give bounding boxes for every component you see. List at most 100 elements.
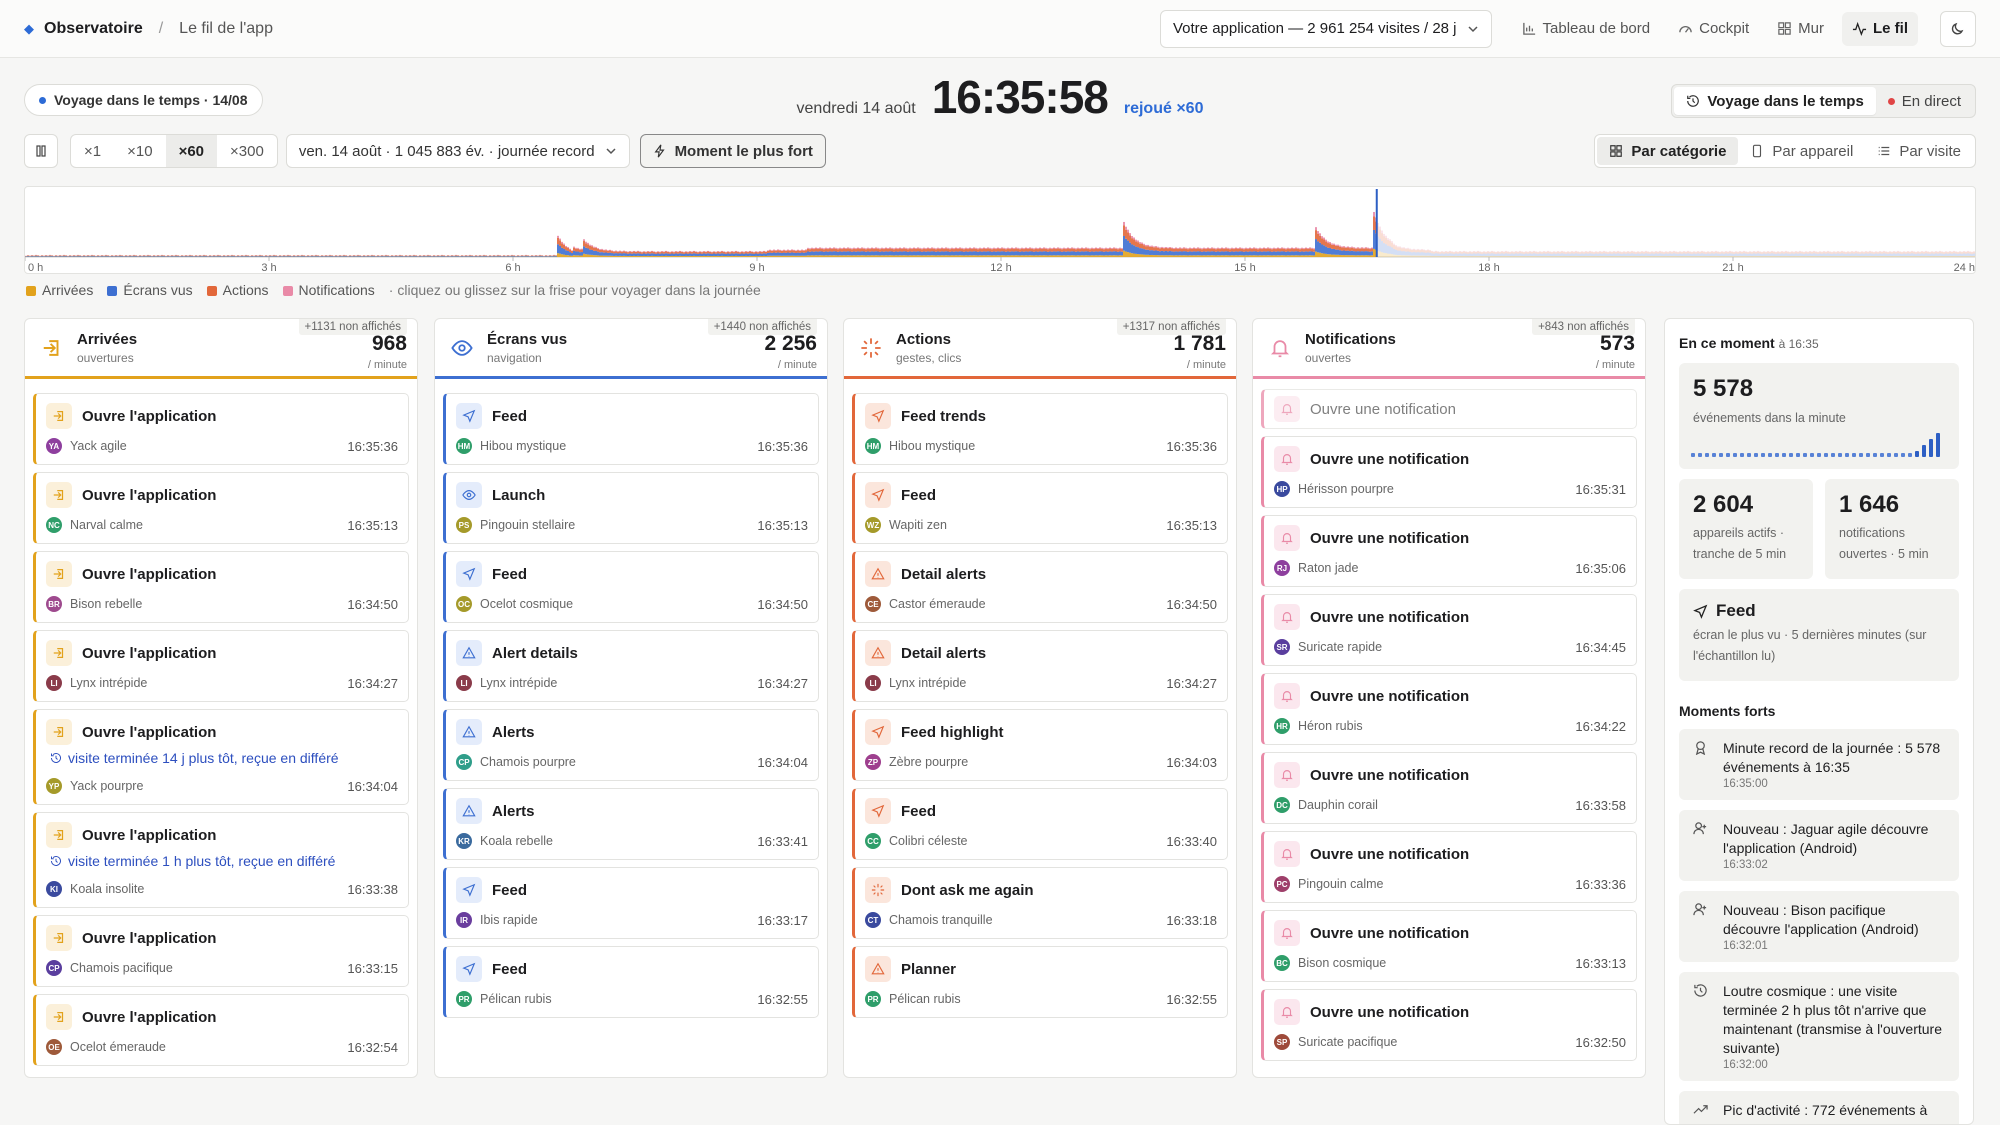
timeline-bar [889,247,891,249]
event-card[interactable]: Alerts CP Chamois pourpre 16:34:04 [443,709,819,781]
timeline-bar [1763,255,1765,257]
event-card[interactable]: Feed OC Ocelot cosmique 16:34:50 [443,551,819,623]
timeline-bar [255,255,257,257]
timeline-bar [339,255,341,256]
event-card[interactable]: Ouvre l'application OE Ocelot émeraude 16… [33,994,409,1066]
theme-toggle-button[interactable] [1940,10,1976,47]
timeline-bar [285,256,287,257]
timeline-bar [931,251,933,256]
nav-dashboard[interactable]: Tableau de bord [1512,12,1661,46]
timeline-bar [1621,252,1623,254]
event-card[interactable]: Ouvre l'application visite terminée 14 j … [33,709,409,805]
timeline-bar [1499,251,1501,253]
highlight-item[interactable]: Nouveau : Bison pacifique découvre l'app… [1679,891,1959,962]
timeline-bar [1359,255,1361,257]
timeline-bar [1471,253,1473,257]
timeline-bar [1015,247,1017,249]
event-card[interactable]: Ouvre l'application NC Narval calme 16:35… [33,472,409,544]
timeline-bar [999,248,1001,249]
day-select[interactable]: ven. 14 août · 1 045 883 év. · journée r… [285,134,630,168]
highlight-item[interactable]: Pic d'activité : 772 événements à 16:32 … [1679,1091,1959,1124]
event-card[interactable]: Ouvre l'application CP Chamois pacifique … [33,915,409,987]
event-card[interactable]: Feed CC Colibri céleste 16:33:40 [852,788,1228,860]
event-card[interactable]: Feed IR Ibis rapide 16:33:17 [443,867,819,939]
event-icon [46,719,72,745]
timeline-bar [1427,250,1429,253]
nav-cockpit[interactable]: Cockpit [1668,12,1759,46]
timeline-bar [541,256,543,257]
by-device-button[interactable]: Par appareil [1738,137,1865,165]
timeline-bar [927,255,929,257]
speed-x60[interactable]: ×60 [165,135,218,167]
app-selector[interactable]: Votre application — 2 961 254 visites / … [1160,9,1492,48]
event-card[interactable]: Detail alerts CE Castor émeraude 16:34:50 [852,551,1228,623]
timeline-bar [307,255,309,256]
pause-button[interactable] [24,134,58,168]
event-card[interactable]: Ouvre une notification HR Héron rubis 16:… [1261,673,1637,745]
event-card[interactable]: Feed WZ Wapiti zen 16:35:13 [852,472,1228,544]
timeline-bar [1163,247,1165,249]
speed-x1[interactable]: ×1 [84,142,102,160]
peak-moment-button[interactable]: Moment le plus fort [639,134,826,168]
by-visit-button[interactable]: Par visite [1865,137,1973,165]
speed-x300[interactable]: ×300 [230,142,264,160]
timeline-bar [1281,247,1283,249]
by-category-button[interactable]: Par catégorie [1597,137,1739,165]
timeline-bar [641,253,643,257]
timeline-bar [1215,248,1217,250]
timeline-bar [1583,252,1585,254]
timeline-bar [1893,251,1895,254]
timeline-bar [1617,251,1619,254]
timeline-bar [1433,253,1435,256]
event-card[interactable]: Ouvre une notification BC Bison cosmique … [1261,910,1637,982]
event-card[interactable]: Ouvre une notification SP Suricate pacifi… [1261,989,1637,1061]
timeline-bar [803,255,805,257]
event-card[interactable]: Feed HM Hibou mystique 16:35:36 [443,393,819,465]
highlight-item[interactable]: Minute record de la journée : 5 578 évén… [1679,729,1959,800]
event-card[interactable]: Ouvre l'application YA Yack agile 16:35:3… [33,393,409,465]
event-time: 16:35:13 [1166,517,1217,533]
timeline-bar [1341,246,1343,248]
timeline-bar [525,255,527,257]
event-card[interactable]: Alerts KR Koala rebelle 16:33:41 [443,788,819,860]
event-card[interactable]: Launch PS Pingouin stellaire 16:35:13 [443,472,819,544]
event-card[interactable]: Ouvre une notification PC Pingouin calme … [1261,831,1637,903]
event-card[interactable]: Alert details LI Lynx intrépide 16:34:27 [443,630,819,702]
event-time: 16:35:13 [347,517,398,533]
speed-x10[interactable]: ×10 [127,142,153,160]
event-card[interactable]: Ouvre l'application visite terminée 1 h p… [33,812,409,908]
timeline-bar [919,255,921,257]
event-card[interactable]: Feed PR Pélican rubis 16:32:55 [443,946,819,1018]
event-card[interactable]: Ouvre l'application LI Lynx intrépide 16:… [33,630,409,702]
event-card[interactable]: Feed trends HM Hibou mystique 16:35:36 [852,393,1228,465]
hour-label: 15 h [1234,262,1255,274]
nav-feed[interactable]: Le fil [1841,11,1918,46]
time-travel-mode-button[interactable]: Voyage dans le temps [1674,87,1876,115]
timeline-bar [1399,250,1401,256]
event-card[interactable]: Feed highlight ZP Zèbre pourpre 16:34:03 [852,709,1228,781]
timeline-bar [1419,249,1421,251]
timeline-bar [1593,253,1595,257]
event-card[interactable]: Ouvre une notification DC Dauphin corail … [1261,752,1637,824]
nav-wall[interactable]: Mur [1767,12,1834,46]
event-card[interactable]: Ouvre une notification RJ Raton jade 16:3… [1261,515,1637,587]
timeline-bar [871,255,873,257]
brand[interactable]: ◆ Observatoire / Le fil de l'app [24,20,273,38]
event-card[interactable]: Ouvre une notification [1261,389,1637,429]
event-card[interactable]: Planner PR Pélican rubis 16:32:55 [852,946,1228,1018]
timeline-bar [1841,255,1843,257]
timeline-bar [1165,251,1167,256]
highlight-item[interactable]: Nouveau : Jaguar agile découvre l'applic… [1679,810,1959,881]
event-card[interactable]: Ouvre une notification SR Suricate rapide… [1261,594,1637,666]
timeline-bar [1129,235,1131,243]
live-mode-button[interactable]: En direct [1876,87,1973,115]
timeline-bar [961,247,963,249]
event-card[interactable]: Ouvre l'application BR Bison rebelle 16:3… [33,551,409,623]
timeline-bar [955,251,957,256]
event-card[interactable]: Ouvre une notification HP Hérisson pourpr… [1261,436,1637,508]
event-card[interactable]: Detail alerts LI Lynx intrépide 16:34:27 [852,630,1228,702]
highlight-item[interactable]: Loutre cosmique : une visite terminée 2 … [1679,972,1959,1081]
event-card[interactable]: Dont ask me again CT Chamois tranquille 1… [852,867,1228,939]
timeline-bar [769,250,771,253]
